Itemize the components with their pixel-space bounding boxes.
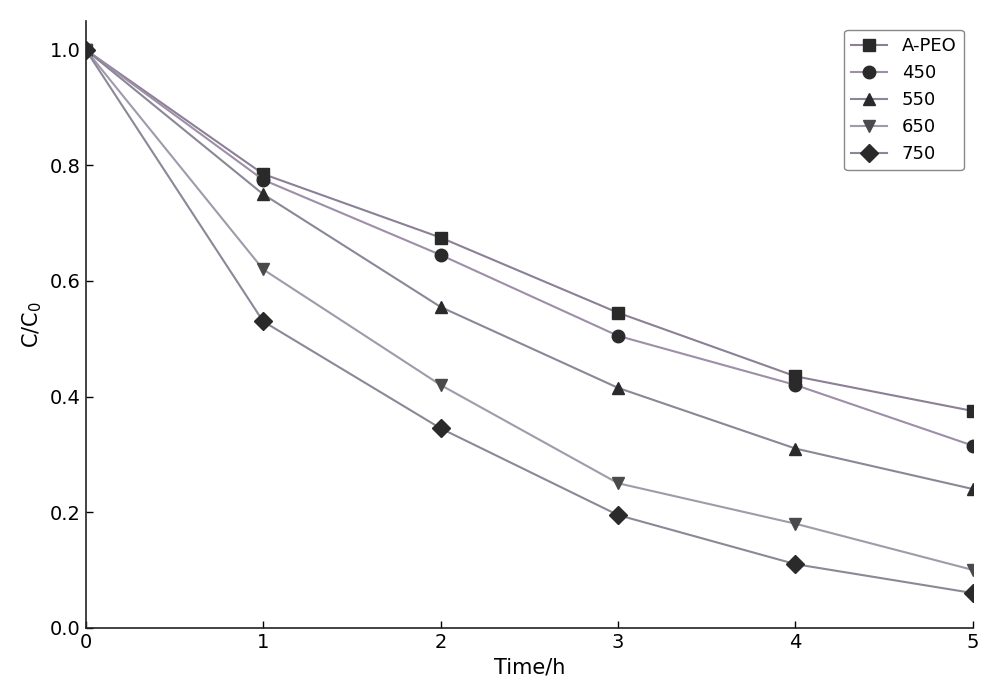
450 [257,176,269,184]
650 [435,381,447,389]
750 [257,317,269,325]
450 [435,251,447,259]
650 [789,519,801,528]
650 [967,566,979,574]
550 [967,485,979,493]
750 [80,45,92,54]
Line: 550: 550 [79,43,979,496]
450 [967,442,979,450]
Y-axis label: C/C$_0$: C/C$_0$ [21,301,44,348]
450 [80,45,92,54]
A-PEO [435,233,447,242]
750 [789,560,801,568]
450 [612,332,624,340]
550 [435,303,447,311]
Legend: A-PEO, 450, 550, 650, 750: A-PEO, 450, 550, 650, 750 [844,30,964,170]
550 [257,190,269,198]
Line: 750: 750 [79,43,979,600]
A-PEO [612,309,624,317]
X-axis label: Time/h: Time/h [494,657,565,677]
A-PEO [80,45,92,54]
Line: 650: 650 [79,43,979,576]
A-PEO [789,372,801,380]
750 [967,589,979,597]
650 [257,265,269,274]
650 [612,479,624,487]
650 [80,45,92,54]
750 [435,424,447,433]
550 [612,384,624,392]
550 [789,445,801,453]
A-PEO [967,407,979,415]
450 [789,381,801,389]
Line: 450: 450 [79,43,979,452]
A-PEO [257,170,269,178]
550 [80,45,92,54]
Line: A-PEO: A-PEO [79,43,979,417]
750 [612,511,624,519]
